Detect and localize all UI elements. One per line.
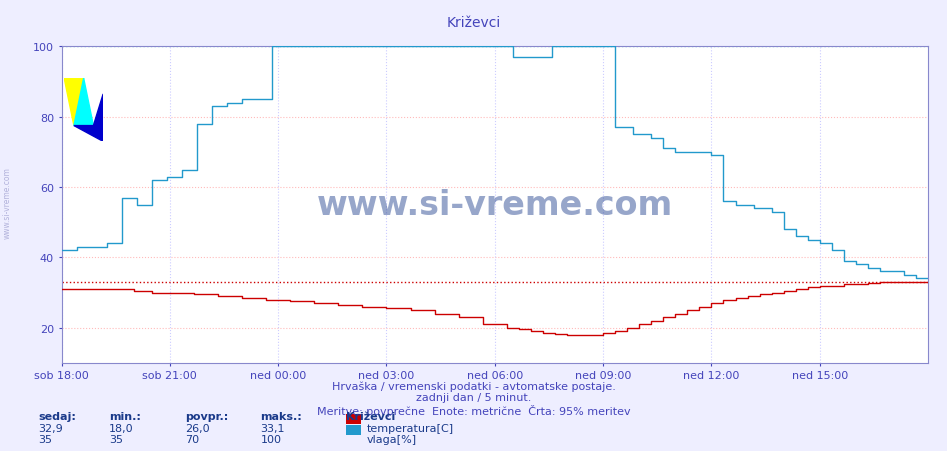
Text: povpr.:: povpr.: (185, 411, 228, 421)
Text: 32,9: 32,9 (38, 423, 63, 433)
Text: www.si-vreme.com: www.si-vreme.com (3, 167, 12, 239)
Text: temperatura[C]: temperatura[C] (366, 423, 454, 433)
Text: 70: 70 (185, 434, 199, 444)
Text: 18,0: 18,0 (109, 423, 134, 433)
Text: 33,1: 33,1 (260, 423, 285, 433)
Text: 35: 35 (38, 434, 52, 444)
Text: 100: 100 (260, 434, 281, 444)
Polygon shape (74, 79, 94, 126)
Text: min.:: min.: (109, 411, 141, 421)
Text: 35: 35 (109, 434, 123, 444)
Text: maks.:: maks.: (260, 411, 302, 421)
Polygon shape (64, 79, 83, 126)
Polygon shape (74, 95, 103, 142)
Text: www.si-vreme.com: www.si-vreme.com (316, 189, 673, 222)
Text: Križevci: Križevci (346, 411, 395, 421)
Text: Križevci: Križevci (446, 16, 501, 30)
Text: Meritve: povprečne  Enote: metrične  Črta: 95% meritev: Meritve: povprečne Enote: metrične Črta:… (316, 404, 631, 416)
Text: Hrvaška / vremenski podatki - avtomatske postaje.: Hrvaška / vremenski podatki - avtomatske… (331, 381, 616, 391)
Text: 26,0: 26,0 (185, 423, 209, 433)
Text: sedaj:: sedaj: (38, 411, 76, 421)
Text: zadnji dan / 5 minut.: zadnji dan / 5 minut. (416, 392, 531, 402)
Text: vlaga[%]: vlaga[%] (366, 434, 417, 444)
